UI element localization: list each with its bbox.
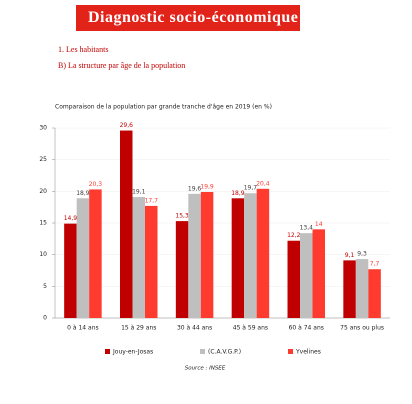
x-tick-label: 0 à 14 ans [67, 325, 98, 332]
legend-swatch [105, 349, 110, 354]
y-tick-label: 10 [39, 251, 47, 258]
section-title: 1. Les habitants [58, 45, 108, 54]
bar [256, 188, 270, 318]
bar [300, 233, 313, 318]
y-tick-label: 5 [43, 283, 47, 290]
value-label: 9,1 [345, 252, 355, 259]
x-tick-label: 15 à 29 ans [121, 325, 156, 332]
x-tick-label: 60 à 74 ans [289, 325, 324, 332]
value-label: 29,6 [120, 122, 134, 129]
header-title: Diagnostic socio-économique [88, 9, 298, 26]
legend-swatch [288, 349, 293, 354]
value-label: 9,3 [357, 251, 367, 258]
subsection-title: B) La structure par âge de la population [58, 61, 185, 70]
value-label: 17,7 [145, 197, 159, 204]
value-label: 19,6 [188, 185, 202, 192]
value-label: 19,7 [244, 185, 258, 192]
bar [120, 130, 133, 318]
value-label: 18,9 [76, 190, 90, 197]
bar [64, 223, 77, 318]
bar [145, 205, 158, 318]
source: Source : INSEE [185, 366, 226, 372]
legend-label: Jouy-en-Josas [112, 349, 153, 356]
y-tick-label: 30 [39, 125, 47, 132]
value-label: 19,1 [132, 189, 146, 196]
value-label: 14,9 [64, 215, 78, 222]
y-tick-label: 0 [43, 315, 47, 322]
value-label: 7,7 [370, 261, 380, 268]
legend-swatch [200, 349, 205, 354]
bar [343, 260, 356, 318]
value-label: 13,4 [300, 225, 314, 232]
x-tick-label: 30 à 44 ans [177, 325, 212, 332]
value-label: 15,3 [175, 213, 189, 220]
value-label: 19,9 [200, 183, 214, 190]
bar [200, 191, 214, 318]
bar [312, 229, 325, 318]
value-label: 18,9 [231, 190, 245, 197]
bar [355, 259, 369, 318]
bar [244, 193, 257, 318]
legend-label: (C.A.V.G.P.) [208, 349, 241, 356]
value-label: 20,4 [256, 180, 270, 187]
value-label: 12,2 [287, 232, 301, 239]
bar [132, 197, 145, 318]
legend-label: Yvelines [295, 349, 321, 356]
value-label: 20,3 [89, 181, 103, 188]
y-tick-label: 25 [39, 156, 47, 163]
bar [188, 193, 201, 318]
x-tick-label: 45 à 59 ans [233, 325, 268, 332]
y-tick-label: 20 [39, 188, 47, 195]
bar [175, 221, 189, 318]
bar [368, 269, 381, 318]
bar [231, 198, 245, 318]
chart-title: Comparaison de la population par grande … [55, 104, 272, 111]
y-tick-label: 15 [39, 220, 47, 227]
bar [287, 240, 300, 318]
header-banner [76, 5, 300, 31]
x-tick-label: 75 ans ou plus [340, 325, 384, 332]
value-label: 14 [315, 221, 323, 228]
bar [89, 189, 102, 318]
bar [76, 198, 90, 318]
